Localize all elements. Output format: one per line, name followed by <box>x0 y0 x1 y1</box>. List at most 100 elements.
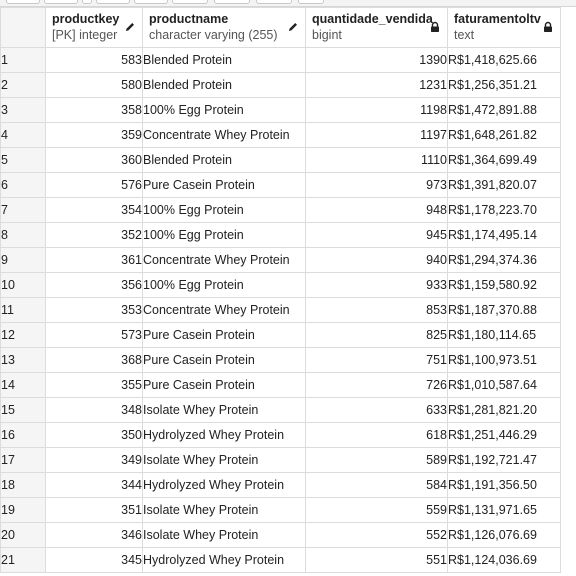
cell-productkey[interactable]: 353 <box>45 297 143 323</box>
row-number[interactable]: 9 <box>0 247 46 273</box>
cell-faturamentoltv[interactable]: R$1,180,114.65 <box>447 322 561 348</box>
cell-quantidade-vendida[interactable]: 1390 <box>305 47 448 73</box>
cell-productkey[interactable]: 583 <box>45 47 143 73</box>
cell-quantidade-vendida[interactable]: 945 <box>305 222 448 248</box>
cell-productname[interactable]: Blended Protein <box>142 72 306 98</box>
table-row[interactable]: 7 354 100% Egg Protein 948 R$1,178,223.70 <box>0 197 561 223</box>
table-row[interactable]: 6 576 Pure Casein Protein 973 R$1,391,820.07 <box>0 172 561 198</box>
row-number[interactable]: 16 <box>0 422 46 448</box>
cell-quantidade-vendida[interactable]: 940 <box>305 247 448 273</box>
cell-faturamentoltv[interactable]: R$1,100,973.51 <box>447 347 561 373</box>
cell-productname[interactable]: Pure Casein Protein <box>142 172 306 198</box>
cell-productname[interactable]: Concentrate Whey Protein <box>142 297 306 323</box>
cell-productname[interactable]: Isolate Whey Protein <box>142 447 306 473</box>
cell-productkey[interactable]: 573 <box>45 322 143 348</box>
cell-faturamentoltv[interactable]: R$1,251,446.29 <box>447 422 561 448</box>
cell-productname[interactable]: Concentrate Whey Protein <box>142 122 306 148</box>
cell-productname[interactable]: Isolate Whey Protein <box>142 522 306 548</box>
cell-productname[interactable]: Hydrolyzed Whey Protein <box>142 547 306 573</box>
row-number[interactable]: 7 <box>0 197 46 223</box>
table-row[interactable]: 19 351 Isolate Whey Protein 559 R$1,131,971.… <box>0 497 561 523</box>
cell-quantidade-vendida[interactable]: 1197 <box>305 122 448 148</box>
cell-faturamentoltv[interactable]: R$1,126,076.69 <box>447 522 561 548</box>
cell-faturamentoltv[interactable]: R$1,192,721.47 <box>447 447 561 473</box>
cell-productname[interactable]: 100% Egg Protein <box>142 197 306 223</box>
table-row[interactable]: 2 580 Blended Protein 1231 R$1,256,351.21 <box>0 72 561 98</box>
row-number[interactable]: 20 <box>0 522 46 548</box>
toolbar-button[interactable] <box>172 0 208 4</box>
cell-faturamentoltv[interactable]: R$1,178,223.70 <box>447 197 561 223</box>
table-row[interactable]: 14 355 Pure Casein Protein 726 R$1,010,587.6… <box>0 372 561 398</box>
cell-productkey[interactable]: 346 <box>45 522 143 548</box>
cell-productname[interactable]: Blended Protein <box>142 147 306 173</box>
cell-faturamentoltv[interactable]: R$1,191,356.50 <box>447 472 561 498</box>
cell-faturamentoltv[interactable]: R$1,648,261.82 <box>447 122 561 148</box>
cell-productkey[interactable]: 356 <box>45 272 143 298</box>
toolbar-button[interactable] <box>6 0 40 4</box>
table-row[interactable]: 3 358 100% Egg Protein 1198 R$1,472,891.88 <box>0 97 561 123</box>
toolbar-button[interactable] <box>44 0 78 4</box>
row-number[interactable]: 3 <box>0 97 46 123</box>
cell-productname[interactable]: 100% Egg Protein <box>142 272 306 298</box>
cell-productname[interactable]: Isolate Whey Protein <box>142 497 306 523</box>
toolbar-button[interactable] <box>256 0 292 4</box>
row-number[interactable]: 18 <box>0 472 46 498</box>
row-number[interactable]: 5 <box>0 147 46 173</box>
cell-quantidade-vendida[interactable]: 633 <box>305 397 448 423</box>
cell-quantidade-vendida[interactable]: 589 <box>305 447 448 473</box>
cell-productname[interactable]: 100% Egg Protein <box>142 222 306 248</box>
cell-productname[interactable]: Isolate Whey Protein <box>142 397 306 423</box>
table-row[interactable]: 11 353 Concentrate Whey Protein 853 R$1,187,… <box>0 297 561 323</box>
cell-faturamentoltv[interactable]: R$1,256,351.21 <box>447 72 561 98</box>
cell-quantidade-vendida[interactable]: 559 <box>305 497 448 523</box>
row-number[interactable]: 8 <box>0 222 46 248</box>
row-number[interactable]: 19 <box>0 497 46 523</box>
table-row[interactable]: 18 344 Hydrolyzed Whey Protein 584 R$1,191,3… <box>0 472 561 498</box>
cell-faturamentoltv[interactable]: R$1,391,820.07 <box>447 172 561 198</box>
cell-faturamentoltv[interactable]: R$1,364,699.49 <box>447 147 561 173</box>
column-header-faturamentoltv[interactable]: faturamentoltv text <box>447 7 561 48</box>
cell-productkey[interactable]: 351 <box>45 497 143 523</box>
cell-productname[interactable]: 100% Egg Protein <box>142 97 306 123</box>
cell-productname[interactable]: Pure Casein Protein <box>142 322 306 348</box>
cell-productname[interactable]: Hydrolyzed Whey Protein <box>142 422 306 448</box>
cell-quantidade-vendida[interactable]: 948 <box>305 197 448 223</box>
row-number[interactable]: 13 <box>0 347 46 373</box>
table-row[interactable]: 10 356 100% Egg Protein 933 R$1,159,580.92 <box>0 272 561 298</box>
cell-faturamentoltv[interactable]: R$1,174,495.14 <box>447 222 561 248</box>
cell-faturamentoltv[interactable]: R$1,187,370.88 <box>447 297 561 323</box>
row-number[interactable]: 21 <box>0 547 46 573</box>
cell-quantidade-vendida[interactable]: 1110 <box>305 147 448 173</box>
cell-quantidade-vendida[interactable]: 1198 <box>305 97 448 123</box>
cell-quantidade-vendida[interactable]: 751 <box>305 347 448 373</box>
cell-faturamentoltv[interactable]: R$1,472,891.88 <box>447 97 561 123</box>
row-number[interactable]: 11 <box>0 297 46 323</box>
row-number[interactable]: 12 <box>0 322 46 348</box>
cell-productkey[interactable]: 576 <box>45 172 143 198</box>
cell-productkey[interactable]: 344 <box>45 472 143 498</box>
table-row[interactable]: 16 350 Hydrolyzed Whey Protein 618 R$1,251,4… <box>0 422 561 448</box>
cell-productkey[interactable]: 358 <box>45 97 143 123</box>
cell-faturamentoltv[interactable]: R$1,281,821.20 <box>447 397 561 423</box>
column-header-productkey[interactable]: productkey [PK] integer <box>45 7 143 48</box>
cell-quantidade-vendida[interactable]: 584 <box>305 472 448 498</box>
toolbar-button[interactable] <box>96 0 130 4</box>
row-number[interactable]: 17 <box>0 447 46 473</box>
row-number[interactable]: 6 <box>0 172 46 198</box>
table-row[interactable]: 17 349 Isolate Whey Protein 589 R$1,192,721.… <box>0 447 561 473</box>
select-all-corner[interactable] <box>0 7 46 48</box>
cell-productkey[interactable]: 368 <box>45 347 143 373</box>
cell-productkey[interactable]: 580 <box>45 72 143 98</box>
toolbar-button[interactable] <box>298 0 324 4</box>
cell-productkey[interactable]: 361 <box>45 247 143 273</box>
toolbar-button[interactable] <box>214 0 250 4</box>
table-row[interactable]: 9 361 Concentrate Whey Protein 940 R$1,294,3… <box>0 247 561 273</box>
cell-productkey[interactable]: 354 <box>45 197 143 223</box>
row-number[interactable]: 2 <box>0 72 46 98</box>
cell-quantidade-vendida[interactable]: 726 <box>305 372 448 398</box>
cell-quantidade-vendida[interactable]: 825 <box>305 322 448 348</box>
row-number[interactable]: 10 <box>0 272 46 298</box>
row-number[interactable]: 1 <box>0 47 46 73</box>
table-row[interactable]: 8 352 100% Egg Protein 945 R$1,174,495.14 <box>0 222 561 248</box>
cell-faturamentoltv[interactable]: R$1,124,036.69 <box>447 547 561 573</box>
